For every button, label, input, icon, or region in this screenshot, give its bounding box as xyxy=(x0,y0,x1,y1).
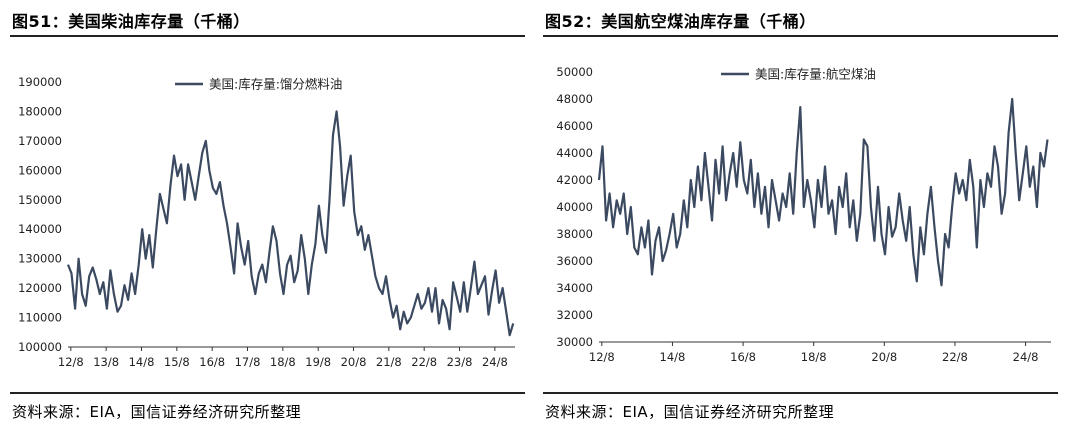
x-tick-label: 16/8 xyxy=(730,350,756,364)
x-tick-label: 12/8 xyxy=(58,355,84,369)
x-tick-label: 19/8 xyxy=(305,355,331,369)
x-tick-label: 12/8 xyxy=(589,350,615,364)
y-tick-label: 40000 xyxy=(556,200,593,214)
y-tick-label: 150000 xyxy=(18,193,62,207)
y-tick-label: 180000 xyxy=(18,104,62,118)
y-tick-label: 36000 xyxy=(556,254,593,268)
chart-title: 图51：美国柴油库存量（千桶） xyxy=(12,12,250,31)
x-tick-label: 23/8 xyxy=(447,355,473,369)
y-tick-label: 34000 xyxy=(556,281,593,295)
y-tick-label: 120000 xyxy=(18,281,62,295)
y-tick-label: 42000 xyxy=(556,173,593,187)
legend-label: 美国:库存量:馏分燃料油 xyxy=(209,77,342,92)
title-divider xyxy=(543,35,1058,37)
y-tick-label: 130000 xyxy=(18,252,62,266)
y-tick-label: 46000 xyxy=(556,119,593,133)
x-tick-label: 14/8 xyxy=(129,355,155,369)
source-note: 资料来源：EIA，国信证券经济研究所整理 xyxy=(12,403,302,421)
x-tick-label: 14/8 xyxy=(660,350,686,364)
legend-label: 美国:库存量:航空煤油 xyxy=(755,67,876,82)
chart-title: 图52：美国航空煤油库存量（千桶） xyxy=(545,12,816,31)
y-tick-label: 140000 xyxy=(18,222,62,236)
jet-fuel-inventory-chart: 30000 32000 34000 36000 38000 40000 42000 44000… xyxy=(556,65,1051,364)
y-tick-label: 100000 xyxy=(18,340,62,354)
y-tick-label: 48000 xyxy=(556,92,593,106)
x-tick-label: 18/8 xyxy=(801,350,827,364)
x-tick-label: 15/8 xyxy=(164,355,190,369)
x-tick-label: 20/8 xyxy=(341,355,367,369)
y-tick-label: 32000 xyxy=(556,308,593,322)
x-tick-label: 22/8 xyxy=(411,355,437,369)
x-tick-label: 20/8 xyxy=(871,350,897,364)
x-tick-label: 17/8 xyxy=(235,355,261,369)
x-tick-label: 24/8 xyxy=(1013,350,1039,364)
series-line xyxy=(66,110,515,337)
chart-panel-jet-fuel: 图52：美国航空煤油库存量（千桶） 30000 32000 34000 36000 38… xyxy=(543,0,1058,429)
x-tick-label: 22/8 xyxy=(942,350,968,364)
y-tick-label: 50000 xyxy=(556,65,593,79)
y-tick-label: 110000 xyxy=(18,311,62,325)
title-divider xyxy=(10,35,525,37)
y-tick-label: 44000 xyxy=(556,146,593,160)
x-tick-label: 24/8 xyxy=(482,355,508,369)
diesel-inventory-chart: 100000 110000 120000 130000 140000 150000 1600… xyxy=(18,75,515,369)
y-tick-label: 160000 xyxy=(18,163,62,177)
source-divider xyxy=(543,392,1058,394)
chart-panel-diesel: 图51：美国柴油库存量（千桶） 100000 110000 120000 130000… xyxy=(10,0,525,429)
x-tick-label: 18/8 xyxy=(270,355,296,369)
source-divider xyxy=(10,392,525,394)
y-tick-label: 38000 xyxy=(556,227,593,241)
series-line xyxy=(597,97,1049,287)
x-tick-label: 16/8 xyxy=(199,355,225,369)
y-tick-label: 190000 xyxy=(18,75,62,89)
x-tick-label: 21/8 xyxy=(376,355,402,369)
y-tick-label: 30000 xyxy=(556,335,593,349)
source-note: 资料来源：EIA，国信证券经济研究所整理 xyxy=(545,403,835,421)
x-tick-label: 13/8 xyxy=(93,355,119,369)
y-tick-label: 170000 xyxy=(18,134,62,148)
